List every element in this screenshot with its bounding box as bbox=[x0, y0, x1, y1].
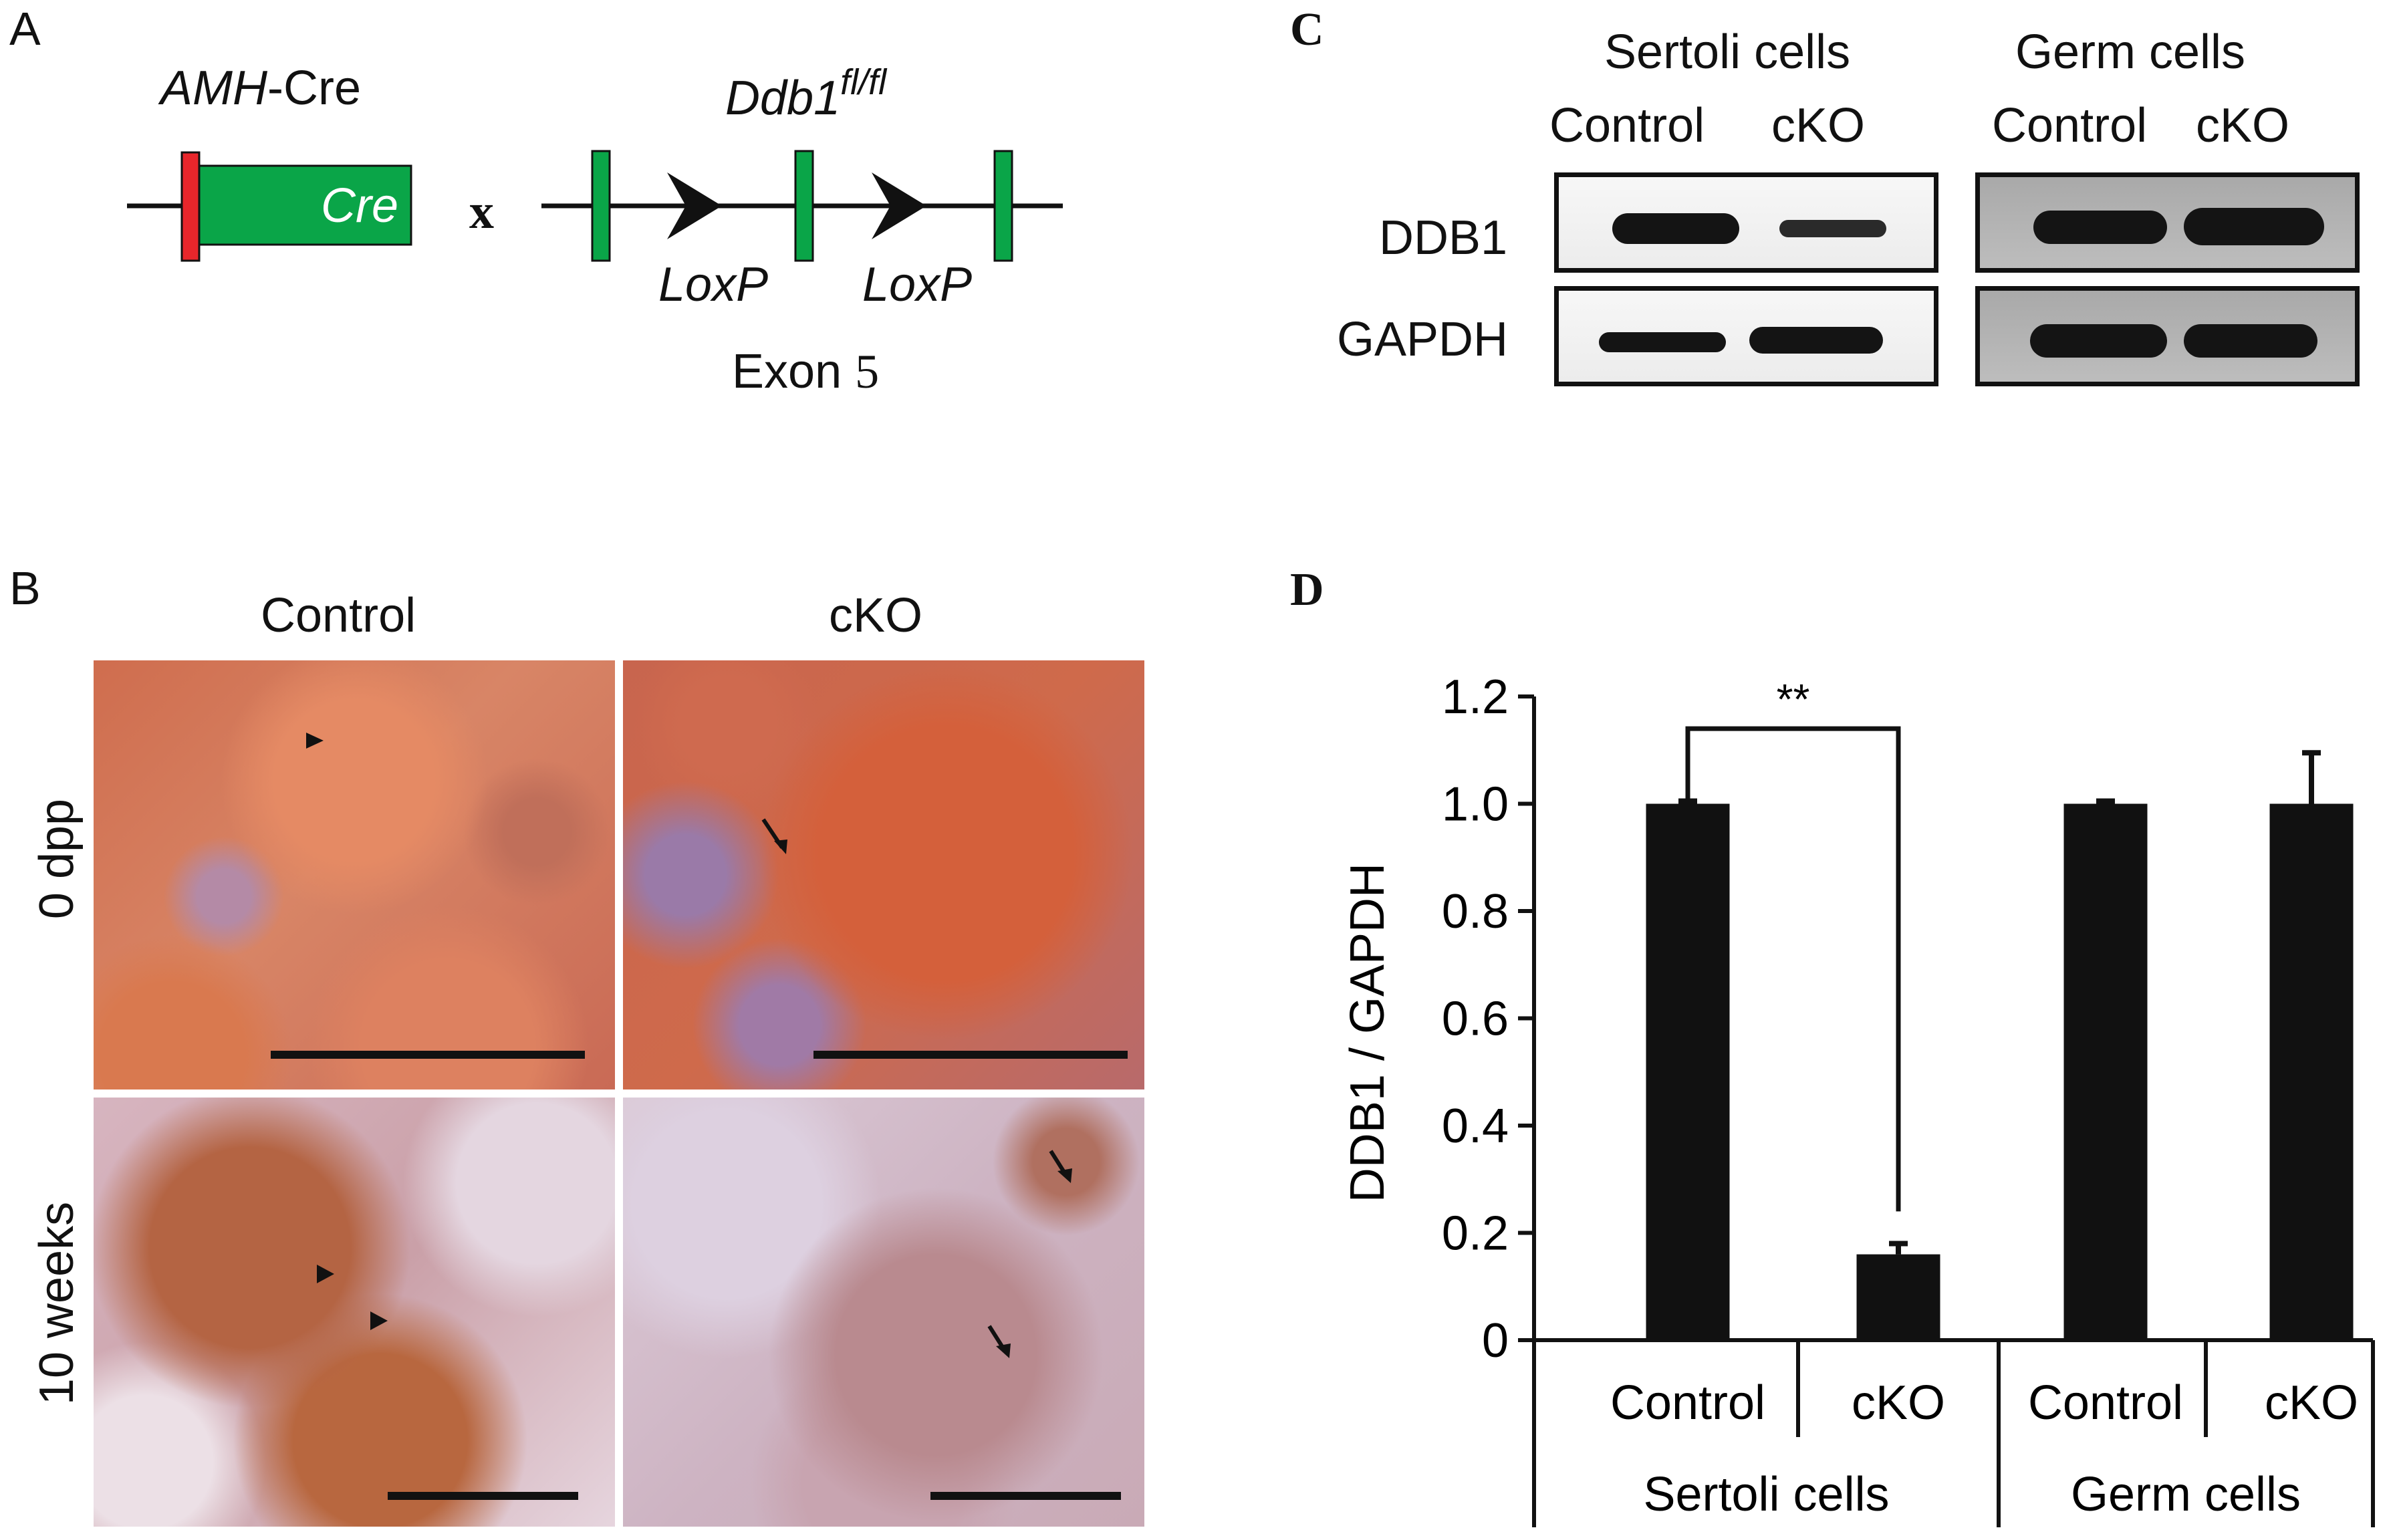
micrograph-cko-0dpp bbox=[623, 660, 1144, 1089]
scale-bar bbox=[388, 1492, 578, 1500]
construct-diagram bbox=[127, 150, 1063, 262]
micrograph-control-0dpp-overlay bbox=[306, 733, 324, 749]
micrograph-control-0dpp bbox=[94, 660, 615, 1089]
col-label-control: Control bbox=[261, 589, 416, 642]
plot-area: 1.2 1.0 0.8 0.6 0.4 0.2 0 ** Control cKO Control cK… bbox=[1442, 670, 2375, 1527]
row-label-ddb1: DDB1 bbox=[1379, 211, 1508, 265]
x-group-label: Sertoli cells bbox=[1643, 1468, 1889, 1521]
cre-box-label: Cre bbox=[320, 179, 398, 233]
panel-d-letter: D bbox=[1290, 564, 1324, 616]
x-group-label: Germ cells bbox=[2071, 1468, 2301, 1521]
ddb1-flfl-label: Ddb1fl/fl bbox=[725, 64, 886, 122]
x-category-label: Control bbox=[2028, 1376, 2183, 1430]
lane-label-germ-cko: cKO bbox=[2196, 99, 2290, 152]
bar bbox=[1646, 803, 1730, 1340]
arrowhead-marker-1 bbox=[317, 1265, 334, 1283]
scale-bar bbox=[930, 1492, 1121, 1500]
y-tick-label: 0 bbox=[1482, 1314, 1509, 1368]
exon-word: Exon bbox=[732, 345, 842, 398]
arrowhead-marker bbox=[306, 733, 324, 749]
y-tick-label: 0.4 bbox=[1442, 1100, 1509, 1153]
band-germ-control-ddb1 bbox=[2033, 211, 2167, 244]
y-tick-label: 0.2 bbox=[1442, 1207, 1509, 1261]
micrograph-cko-0dpp-overlay bbox=[761, 818, 787, 854]
band-sertoli-control-ddb1 bbox=[1612, 213, 1739, 244]
panel-a-letter: A bbox=[9, 3, 41, 55]
arrow-head-1 bbox=[1057, 1168, 1072, 1183]
amh-cre-label: AMH-Cre bbox=[160, 64, 361, 112]
y-tick-label: 0.8 bbox=[1442, 885, 1509, 938]
band-sertoli-cko-ddb1 bbox=[1779, 220, 1886, 237]
group-label-germ: Germ cells bbox=[2015, 25, 2246, 79]
promoter-box bbox=[180, 151, 201, 262]
cre-box bbox=[196, 164, 412, 246]
y-tick-label: 0.6 bbox=[1442, 993, 1509, 1046]
loxp-label-1: LoxP bbox=[658, 258, 769, 311]
y-tick-label: 1.2 bbox=[1442, 670, 1509, 724]
arrow-head bbox=[774, 840, 787, 854]
band-germ-control-gapdh bbox=[2030, 324, 2167, 358]
scale-bar bbox=[271, 1051, 585, 1059]
x-category-label: cKO bbox=[1852, 1376, 1945, 1430]
ddb1-sup: fl/fl bbox=[840, 62, 887, 102]
micrograph-cko-10weeks bbox=[623, 1098, 1144, 1527]
panel-c-letter: C bbox=[1290, 4, 1324, 55]
exon-mark-2 bbox=[794, 150, 814, 262]
bar bbox=[2269, 803, 2354, 1340]
band-sertoli-cko-gapdh bbox=[1749, 327, 1883, 354]
cross-symbol: x bbox=[469, 184, 494, 239]
group-label-sertoli: Sertoli cells bbox=[1604, 25, 1851, 79]
panel-b-letter: B bbox=[9, 562, 41, 614]
x-category-label: Control bbox=[1610, 1376, 1765, 1430]
row-label-gapdh: GAPDH bbox=[1337, 313, 1509, 366]
loxp-arrow-1 bbox=[667, 172, 722, 239]
micrograph-control-10weeks-overlay bbox=[317, 1265, 388, 1330]
micrograph-control-10weeks bbox=[94, 1098, 615, 1527]
row-label-0dpp: 0 dpp bbox=[30, 798, 84, 920]
exon-number: 5 bbox=[855, 345, 880, 398]
lane-label-sertoli-cko: cKO bbox=[1771, 99, 1866, 152]
amh-cre-rest: -Cre bbox=[267, 61, 361, 115]
band-germ-cko-ddb1 bbox=[2184, 208, 2324, 245]
blot-germ-gapdh bbox=[1975, 286, 2360, 386]
y-axis-label: DDB1 / GAPDH bbox=[1341, 863, 1394, 1202]
blot-sertoli-gapdh bbox=[1554, 286, 1938, 386]
amh-cre-italic: AMH bbox=[160, 61, 267, 115]
exon-mark-3 bbox=[993, 150, 1013, 262]
arrowhead-marker-2 bbox=[370, 1311, 388, 1330]
row-label-10weeks: 10 weeks bbox=[30, 1201, 84, 1406]
bar-chart: DDB1 / GAPDH 1.2 1.0 0.8 0.6 0.4 0.2 0 ** Contro… bbox=[1341, 670, 2375, 1527]
y-tick-label: 1.0 bbox=[1442, 778, 1509, 831]
band-germ-cko-gapdh bbox=[2184, 324, 2317, 358]
col-label-cko: cKO bbox=[829, 589, 923, 642]
lane-label-sertoli-control: Control bbox=[1549, 99, 1705, 152]
band-sertoli-control-gapdh bbox=[1599, 332, 1726, 352]
loxp-label-2: LoxP bbox=[862, 258, 973, 311]
scale-bar bbox=[813, 1051, 1128, 1059]
lane-label-germ-control: Control bbox=[1992, 99, 2148, 152]
loxp-arrow-2 bbox=[872, 172, 926, 239]
bar bbox=[2063, 803, 2148, 1340]
bar bbox=[1856, 1254, 1940, 1340]
arrow-head-2 bbox=[996, 1343, 1011, 1358]
significance-label: ** bbox=[1777, 675, 1810, 723]
exon-label: Exon 5 bbox=[732, 348, 879, 396]
x-category-label: cKO bbox=[2265, 1376, 2358, 1430]
blot-germ-ddb1 bbox=[1975, 172, 2360, 273]
micrograph-cko-10weeks-overlay bbox=[987, 1150, 1072, 1358]
blot-sertoli-ddb1 bbox=[1554, 172, 1938, 273]
exon-mark-1 bbox=[591, 150, 611, 262]
significance-bracket bbox=[1685, 726, 1901, 1212]
ddb1-base: Ddb1 bbox=[725, 72, 841, 125]
